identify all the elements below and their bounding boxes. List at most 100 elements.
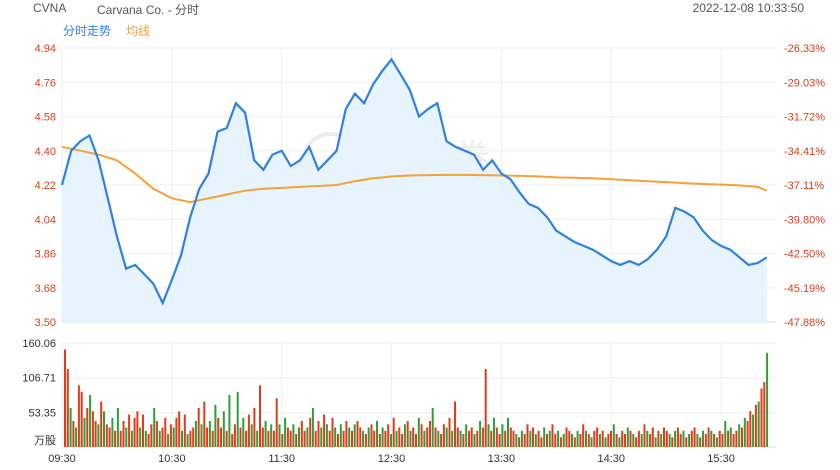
volume-bar bbox=[546, 434, 548, 447]
y-tick-label: 4.22 bbox=[35, 180, 56, 192]
volume-bar bbox=[66, 369, 69, 447]
volume-bar bbox=[200, 424, 203, 447]
volume-bar bbox=[715, 437, 718, 447]
volume-bar bbox=[593, 430, 596, 447]
volume-bar bbox=[306, 427, 309, 447]
volume-bar bbox=[206, 427, 209, 447]
volume-bar bbox=[320, 427, 323, 447]
volume-bar bbox=[367, 427, 370, 447]
volume-bar bbox=[345, 421, 348, 447]
volume-bar bbox=[267, 430, 270, 447]
volume-bar bbox=[456, 427, 459, 447]
x-tick-label: 14:30 bbox=[597, 453, 625, 465]
y-tick-label: 4.58 bbox=[35, 112, 56, 124]
volume-bar bbox=[420, 424, 423, 447]
volume-bar bbox=[284, 417, 287, 447]
volume-bar bbox=[607, 434, 610, 447]
volume-bar bbox=[743, 417, 746, 447]
volume-bar bbox=[490, 430, 493, 447]
y-tick-label: 4.94 bbox=[35, 43, 56, 55]
volume-bar bbox=[373, 430, 376, 447]
volume-bar bbox=[125, 427, 128, 447]
volume-bar bbox=[657, 430, 660, 447]
volume-bar bbox=[384, 430, 387, 447]
volume-bar bbox=[295, 434, 298, 447]
volume-bar bbox=[298, 427, 300, 447]
volume-bar bbox=[696, 434, 699, 447]
volume-bar bbox=[741, 427, 743, 447]
volume-bar bbox=[674, 430, 677, 447]
volume-bar bbox=[253, 408, 256, 447]
volume-tick-label: 106.71 bbox=[22, 373, 56, 385]
volume-bar bbox=[710, 430, 713, 447]
volume-bar bbox=[693, 427, 696, 447]
volume-bar bbox=[158, 430, 161, 447]
volume-bar bbox=[356, 421, 359, 447]
volume-bar bbox=[735, 430, 738, 447]
volume-bar bbox=[481, 427, 484, 447]
volume-bar bbox=[256, 430, 259, 447]
volume-bar bbox=[155, 421, 158, 447]
volume-bar bbox=[493, 417, 495, 447]
volume-bar bbox=[417, 417, 420, 447]
volume-bar bbox=[337, 434, 339, 447]
volume-bar bbox=[676, 427, 679, 447]
volume-bar bbox=[387, 424, 390, 447]
volume-bar bbox=[116, 408, 119, 447]
volume-bar bbox=[426, 427, 429, 447]
volume-bar bbox=[292, 424, 295, 447]
volume-bar bbox=[713, 434, 716, 447]
volume-bar bbox=[214, 404, 217, 447]
volume-bar bbox=[431, 408, 434, 447]
volume-bar bbox=[434, 427, 437, 447]
legend-average[interactable]: 均线 bbox=[126, 24, 151, 38]
volume-bar bbox=[348, 427, 351, 447]
y2-tick-label: -29.03% bbox=[784, 77, 825, 89]
volume-bar bbox=[164, 417, 167, 447]
volume-bar bbox=[554, 434, 557, 447]
x-tick-label: 15:30 bbox=[707, 453, 735, 465]
volume-bar bbox=[518, 437, 521, 447]
volume-bar bbox=[270, 424, 273, 447]
volume-bar bbox=[671, 437, 674, 447]
volume-bar bbox=[401, 434, 404, 447]
volume-bar bbox=[398, 427, 401, 447]
volume-bar bbox=[548, 430, 551, 447]
volume-bar bbox=[579, 434, 582, 447]
volume-bar bbox=[576, 430, 579, 447]
y-tick-label: 4.76 bbox=[35, 77, 56, 89]
volume-bar bbox=[423, 430, 426, 447]
volume-bar bbox=[186, 434, 189, 447]
volume-bar bbox=[378, 434, 381, 447]
volume-bar bbox=[364, 434, 367, 447]
volume-bar bbox=[94, 421, 97, 447]
volume-bar bbox=[342, 430, 345, 447]
volume-bar bbox=[629, 430, 632, 447]
volume-bar bbox=[403, 424, 406, 447]
volume-bar bbox=[612, 424, 615, 447]
volume-bar bbox=[462, 434, 465, 447]
legend-intraday[interactable]: 分时走势 bbox=[63, 24, 112, 38]
volume-bar bbox=[178, 411, 181, 447]
volume-bar bbox=[685, 437, 688, 447]
volume-bar bbox=[247, 414, 250, 447]
volume-bar bbox=[172, 427, 175, 447]
volume-bar bbox=[228, 395, 231, 447]
volume-bar bbox=[122, 421, 125, 447]
volume-bar bbox=[529, 430, 532, 447]
volume-bar bbox=[582, 424, 585, 447]
volume-bar bbox=[624, 434, 626, 447]
volume-bar bbox=[130, 430, 133, 447]
volume-bar bbox=[585, 430, 587, 447]
volume-bar bbox=[459, 430, 462, 447]
volume-bar bbox=[532, 427, 534, 447]
volume-bar bbox=[729, 427, 732, 447]
y2-tick-label: -31.72% bbox=[784, 112, 825, 124]
volume-bar bbox=[242, 417, 245, 447]
x-tick-label: 09:30 bbox=[48, 453, 76, 465]
volume-bar bbox=[300, 421, 303, 447]
volume-bar bbox=[259, 385, 261, 447]
volume-bar bbox=[183, 414, 186, 447]
volume-bar bbox=[77, 385, 80, 447]
volume-bar bbox=[573, 437, 576, 447]
